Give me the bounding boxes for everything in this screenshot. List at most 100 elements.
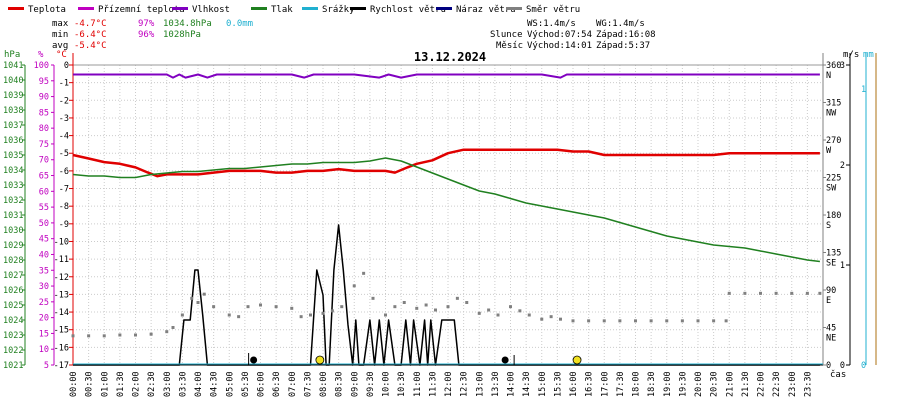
x-tick-label: 04:00 xyxy=(194,371,204,397)
info-sun-label: Slunce xyxy=(490,30,523,40)
stat-max-temp: -4.7°C xyxy=(74,19,107,29)
x-tick-label: 02:30 xyxy=(147,371,157,397)
dir-point xyxy=(274,305,278,309)
x-tick-label: 23:00 xyxy=(788,371,798,397)
x-tick-label: 03:30 xyxy=(178,371,188,397)
dir-point xyxy=(680,319,684,323)
axis-unit-degc: °C xyxy=(56,50,67,60)
hum-tick-label: 55 xyxy=(39,203,49,213)
legend-item-rychlost-vetru: Rychlost větru xyxy=(350,5,446,15)
x-tick-label: 01:00 xyxy=(100,371,110,397)
dir-point xyxy=(724,319,728,323)
svg-text:Vlhkost: Vlhkost xyxy=(192,5,230,15)
dir-point xyxy=(424,303,428,307)
info-moon-label: Měsíc xyxy=(496,41,523,51)
x-tick-label: 07:00 xyxy=(288,371,298,397)
dir-point xyxy=(477,311,481,315)
x-tick-label: 01:30 xyxy=(116,371,126,397)
hum-tick-label: 90 xyxy=(39,93,49,103)
temp-tick-label: -14 xyxy=(54,308,69,318)
x-tick-label: 15:00 xyxy=(538,371,548,397)
axis-unit-pct: % xyxy=(38,50,44,60)
dir-point xyxy=(180,313,184,317)
x-tick-label: 14:30 xyxy=(522,371,532,397)
svg-text:Přízemní teplota: Přízemní teplota xyxy=(98,5,185,15)
axis-unit-hpa: hPa xyxy=(4,50,20,60)
temp-tick-label: -6 xyxy=(59,167,69,177)
press-tick-label: 1041 xyxy=(3,61,23,71)
axis-xlabel: čas xyxy=(830,369,846,380)
dir-point xyxy=(455,296,459,300)
dir-tick-deg: 45 xyxy=(826,324,836,334)
hum-tick-label: 40 xyxy=(39,250,49,260)
dir-point xyxy=(496,313,500,317)
x-tick-label: 06:00 xyxy=(257,371,267,397)
series-wind-line xyxy=(73,224,820,366)
markers xyxy=(248,353,582,365)
stat-avg-temp: -5.4°C xyxy=(74,41,107,51)
dir-point xyxy=(509,305,512,309)
hum-tick-label: 50 xyxy=(39,219,49,229)
series-hum-line xyxy=(73,73,820,79)
dir-point xyxy=(384,313,387,317)
x-tick-label: 10:00 xyxy=(382,371,392,397)
stat-max-label: max xyxy=(52,19,69,29)
dir-point xyxy=(602,319,606,323)
x-tick-label: 19:00 xyxy=(663,371,673,397)
temp-tick-label: -15 xyxy=(54,326,69,336)
dir-tick-label: W xyxy=(826,146,832,156)
dir-point xyxy=(171,326,175,329)
dir-point xyxy=(259,303,262,307)
legend-item-smer-vetru: Směr větru xyxy=(506,5,580,15)
stat-min-label: min xyxy=(52,30,68,40)
axis-unit-mm: mm xyxy=(863,50,874,60)
info-block: WS:1.4m/s WG:1.4m/s Slunce Východ:07:54 … xyxy=(490,19,656,51)
x-tick-label: 21:30 xyxy=(741,371,751,397)
dir-point xyxy=(549,315,553,319)
temp-tick-label: -5 xyxy=(59,149,69,159)
dir-tick-deg: 135 xyxy=(826,249,841,259)
dir-point xyxy=(559,317,562,321)
press-tick-label: 1034 xyxy=(3,166,23,176)
dir-point xyxy=(487,308,491,312)
x-tick-label: 00:30 xyxy=(85,371,95,397)
stat-max-rain: 0.0mm xyxy=(226,19,253,29)
x-tick-label: 21:00 xyxy=(725,371,735,397)
moonrise-marker-dot xyxy=(501,356,509,364)
series-temp-line xyxy=(72,148,820,178)
x-tick-label: 09:30 xyxy=(366,371,376,397)
hum-tick-label: 100 xyxy=(34,61,49,71)
sunset-marker xyxy=(572,355,582,365)
dir-point xyxy=(102,334,106,338)
dir-tick-deg: 90 xyxy=(826,286,836,296)
dir-point xyxy=(134,333,137,337)
temp-tick-label: 0 xyxy=(64,61,69,71)
x-tick-label: 20:30 xyxy=(710,371,720,397)
hum-tick-label: 75 xyxy=(39,140,49,150)
svg-text:Rychlost větru: Rychlost větru xyxy=(370,5,446,15)
temp-tick-label: -13 xyxy=(54,290,69,300)
dir-tick-deg: 360 xyxy=(826,61,841,71)
hum-tick-label: 25 xyxy=(39,298,49,308)
temp-tick-label: -17 xyxy=(54,361,69,371)
x-tick-label: 22:00 xyxy=(757,371,767,397)
dir-point xyxy=(393,305,397,309)
dir-point xyxy=(149,332,153,336)
dir-point xyxy=(290,306,294,310)
x-tick-label: 17:00 xyxy=(600,371,610,397)
x-axis-ticks: 00:00 00:30 01:00 01:30 02:00 02:30 03:00 03:30… xyxy=(69,371,813,397)
dir-point xyxy=(87,334,91,338)
x-tick-label: 19:30 xyxy=(678,371,688,397)
temp-tick-label: -11 xyxy=(54,255,69,265)
dir-point xyxy=(527,313,531,317)
x-tick-label: 05:00 xyxy=(225,371,235,397)
dir-point xyxy=(309,313,312,317)
hum-tick-label: 5 xyxy=(44,361,49,371)
axes: 0 -1 -2 -3 -4 -5 -6 -7 -8 -9 -10 -11 -12 -13 -14 -15 -16… xyxy=(3,53,877,371)
x-tick-label: 12:30 xyxy=(460,371,470,397)
x-tick-label: 16:00 xyxy=(569,371,579,397)
x-tick-label: 16:30 xyxy=(585,371,595,397)
dir-tick-deg: 0 xyxy=(826,361,831,371)
x-tick-label: 18:00 xyxy=(632,371,642,397)
press-tick-label: 1038 xyxy=(3,106,23,116)
